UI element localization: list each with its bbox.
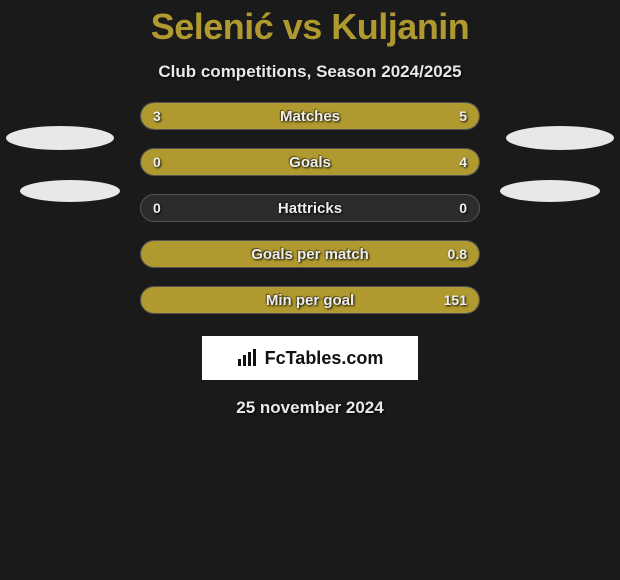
bar-fill-left [141, 103, 268, 129]
page-title: Selenić vs Kuljanin [151, 0, 470, 48]
bar-fill-right [141, 241, 479, 267]
stat-bar: Matches35 [140, 102, 480, 130]
attribution-bars-icon [237, 349, 259, 367]
bar-fill-right [268, 103, 479, 129]
stat-bar: Goals per match0.8 [140, 240, 480, 268]
decorative-ellipse [6, 126, 114, 150]
bars-container: Matches35 Goals04 Hattricks0 0 Goals per mat… [140, 102, 480, 314]
stat-bar: Hattricks0 0 [140, 194, 480, 222]
stat-bar: Min per goal151 [140, 286, 480, 314]
decorative-ellipse [500, 180, 600, 202]
bar-value-left: 0 [153, 195, 161, 221]
bar-label: Hattricks [141, 195, 479, 221]
page-date: 25 november 2024 [236, 398, 383, 418]
decorative-ellipse [20, 180, 120, 202]
bar-fill-right [141, 149, 479, 175]
decorative-ellipse [506, 126, 614, 150]
attribution-logo-box: FcTables.com [202, 336, 418, 380]
attribution-logo: FcTables.com [237, 348, 384, 369]
bar-fill-right [141, 287, 479, 313]
attribution-text: FcTables.com [265, 348, 384, 369]
stat-bar: Goals04 [140, 148, 480, 176]
page-subtitle: Club competitions, Season 2024/2025 [158, 62, 461, 82]
bar-value-right: 0 [459, 195, 467, 221]
